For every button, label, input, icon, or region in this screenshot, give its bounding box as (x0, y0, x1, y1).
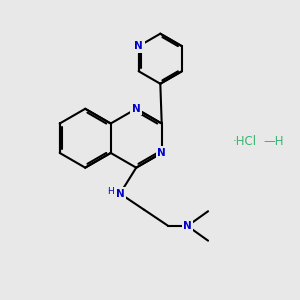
Text: N: N (157, 148, 166, 158)
Text: N: N (134, 41, 143, 51)
Text: N: N (183, 221, 192, 231)
Text: ·HCl: ·HCl (232, 135, 256, 148)
Text: N: N (132, 104, 141, 114)
Text: —H: —H (263, 135, 284, 148)
Text: H: H (107, 187, 114, 196)
Text: N: N (116, 189, 124, 199)
